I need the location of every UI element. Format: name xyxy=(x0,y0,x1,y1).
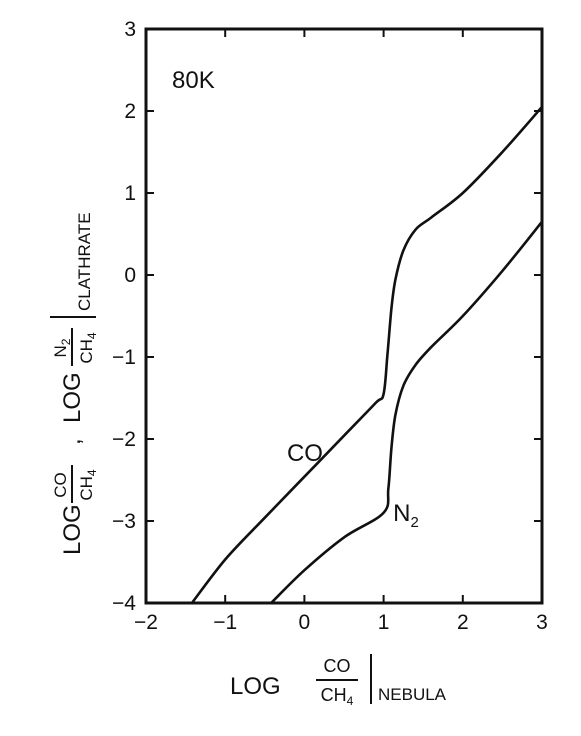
x-tick-label: 3 xyxy=(536,611,548,634)
x-tick-label: 1 xyxy=(378,611,390,634)
series-line-co xyxy=(190,105,544,605)
y-tick-label: 0 xyxy=(124,264,136,287)
x-tick-label: 0 xyxy=(299,611,311,634)
y-tick-label: 1 xyxy=(124,182,136,205)
x-label-prefix: LOG xyxy=(230,673,281,700)
y-tick-label: −2 xyxy=(112,428,136,451)
y-axis-label: LOG CO CH4 , LOG N2 CH4 CLATHRATE xyxy=(50,212,99,555)
y-label-separator: , xyxy=(59,438,86,445)
y-tick-label: 3 xyxy=(124,18,136,41)
x-label-numerator: CO xyxy=(324,656,351,676)
y-label-numerator-2: N2 xyxy=(51,338,73,357)
x-label-denominator: CH4 xyxy=(321,685,354,708)
x-tick-label: −1 xyxy=(213,611,237,634)
x-axis-label: LOG CO CH4 NEBULA xyxy=(230,654,447,708)
y-tick-label: −3 xyxy=(112,510,136,533)
y-tick-labels: −4 −3 −2 −1 0 1 2 3 xyxy=(112,18,136,615)
y-label-denominator-2: CH4 xyxy=(77,332,99,364)
series-labels: CO N2 xyxy=(287,440,419,531)
curves xyxy=(190,105,544,605)
series-line-n2 xyxy=(269,220,544,605)
series-label-co: CO xyxy=(287,440,323,467)
axis-ticks xyxy=(145,28,543,604)
y-tick-label: 2 xyxy=(124,100,136,123)
y-label-numerator-1: CO xyxy=(51,472,70,498)
y-tick-label: −4 xyxy=(112,592,136,615)
y-label-denominator-1: CH4 xyxy=(77,469,99,501)
x-tick-label: 2 xyxy=(457,611,469,634)
series-label-n2: N2 xyxy=(393,500,419,531)
y-label-subscript: CLATHRATE xyxy=(75,212,94,311)
y-label-prefix-2: LOG xyxy=(59,372,86,423)
temperature-annotation: 80K xyxy=(172,67,215,94)
y-label-prefix-1: LOG xyxy=(59,504,86,555)
x-tick-labels: −2 −1 0 1 2 3 xyxy=(134,611,548,634)
y-tick-label: −1 xyxy=(112,346,136,369)
x-tick-label: −2 xyxy=(134,611,158,634)
plot-frame xyxy=(144,27,544,605)
x-label-subscript: NEBULA xyxy=(378,685,447,704)
